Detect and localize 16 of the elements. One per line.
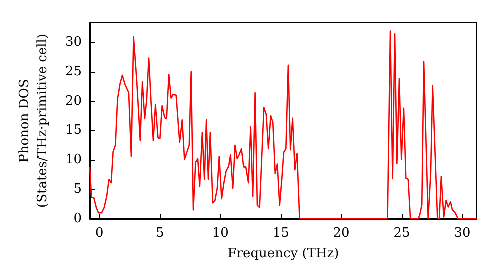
x-tick-label: 5 [156,226,164,241]
y-tick-label: 20 [65,94,82,109]
y-tick-label: 10 [65,152,82,168]
y-tick-label: 25 [65,64,82,80]
x-tick-label: 0 [96,226,104,241]
y-tick-label: 15 [65,123,82,138]
y-axis-title: Phonon DOS (States/THz·primitive cell) [18,34,50,208]
y-tick-label: 5 [74,182,82,198]
x-tick-label: 15 [272,226,290,241]
y-tick-label: 30 [65,34,82,50]
x-tick-label: 20 [333,226,350,241]
x-axis-title: Frequency (THz) [228,246,340,262]
y-tick-label: 0 [74,212,82,226]
x-tick-label: 30 [454,226,471,241]
x-tick-label: 25 [394,226,410,241]
x-tick-label: 10 [212,226,229,241]
